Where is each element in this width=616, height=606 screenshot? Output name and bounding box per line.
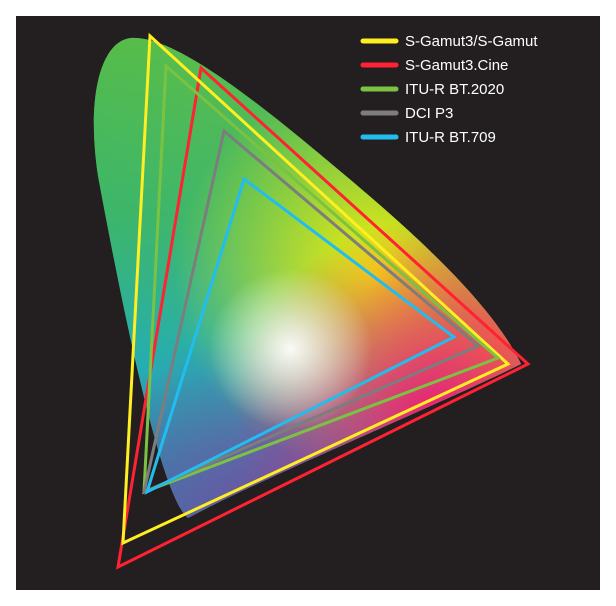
- legend-item-dci-p3: DCI P3: [360, 105, 453, 122]
- chromaticity-diagram: S-Gamut3/S-Gamut S-Gamut3.Cine ITU-R BT.…: [16, 16, 600, 590]
- legend-label: DCI P3: [405, 105, 453, 122]
- legend-item-bt709: ITU-R BT.709: [360, 129, 496, 146]
- legend-item-s-gamut3-cine: S-Gamut3.Cine: [360, 57, 508, 74]
- gamut-triangle-s-gamut3-cine: [116, 65, 531, 570]
- gamut-triangle-bt2020: [142, 62, 501, 495]
- legend-item-s-gamut3-s-gamut: S-Gamut3/S-Gamut: [360, 33, 538, 50]
- gamut-triangle-s-gamut3: [121, 32, 511, 546]
- gamut-triangles: [116, 32, 531, 570]
- legend-label: ITU-R BT.709: [405, 129, 496, 146]
- legend-item-bt2020: ITU-R BT.2020: [360, 81, 504, 98]
- legend-label: S-Gamut3/S-Gamut: [405, 33, 538, 50]
- chromaticity-diagram-panel: S-Gamut3/S-Gamut S-Gamut3.Cine ITU-R BT.…: [16, 16, 600, 590]
- gamut-triangle-bt709: [144, 176, 457, 495]
- legend: S-Gamut3/S-Gamut S-Gamut3.Cine ITU-R BT.…: [360, 33, 538, 146]
- legend-label: S-Gamut3.Cine: [405, 57, 508, 74]
- legend-label: ITU-R BT.2020: [405, 81, 504, 98]
- gamut-triangle-dci-p3: [141, 128, 481, 495]
